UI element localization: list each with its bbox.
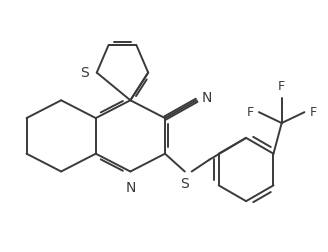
Text: S: S — [180, 177, 189, 192]
Text: F: F — [309, 106, 317, 119]
Text: N: N — [202, 91, 212, 105]
Text: N: N — [125, 181, 135, 195]
Text: S: S — [80, 66, 89, 80]
Text: F: F — [247, 106, 254, 119]
Text: F: F — [278, 80, 285, 93]
